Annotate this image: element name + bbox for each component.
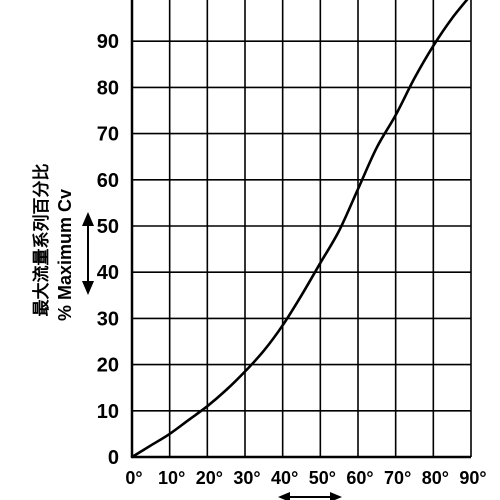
y-tick-label: 90: [97, 31, 119, 53]
y-tick-label: 50: [97, 216, 119, 238]
x-tick-labels: 0° 10° 20° 30° 40° 50° 60° 70° 80° 90°: [125, 468, 486, 488]
y-double-arrow-icon: [82, 212, 94, 295]
series-line: [130, 0, 469, 459]
y-tick-label: 40: [97, 262, 119, 284]
x-double-arrow-icon: [278, 492, 342, 500]
x-tick-label: 10°: [158, 468, 185, 488]
y-tick-label: 10: [97, 401, 119, 423]
y-tick-label: 80: [97, 77, 119, 99]
x-tick-label: 90°: [459, 468, 486, 488]
x-tick-label: 30°: [233, 468, 260, 488]
x-tick-label: 20°: [196, 468, 223, 488]
x-tick-label: 60°: [346, 468, 373, 488]
series-group: [130, 0, 469, 459]
y-axis-label-chinese: 最大流量系列百分比: [31, 164, 52, 317]
grid: [130, 0, 472, 459]
x-tick-label: 40°: [271, 468, 298, 488]
y-tick-label: 0: [108, 447, 119, 469]
y-tick-labels: 0 10 20 30 40 50 60 70 80 90: [97, 31, 119, 469]
y-tick-label: 20: [97, 355, 119, 377]
x-tick-label: 80°: [422, 468, 449, 488]
y-axis-label-english: % Maximum Cv: [55, 189, 75, 321]
y-tick-label: 70: [97, 124, 119, 146]
y-tick-label: 60: [97, 170, 119, 192]
x-tick-label: 50°: [309, 468, 336, 488]
y-tick-label: 30: [97, 308, 119, 330]
x-tick-label: 0°: [125, 468, 142, 488]
x-tick-label: 70°: [384, 468, 411, 488]
